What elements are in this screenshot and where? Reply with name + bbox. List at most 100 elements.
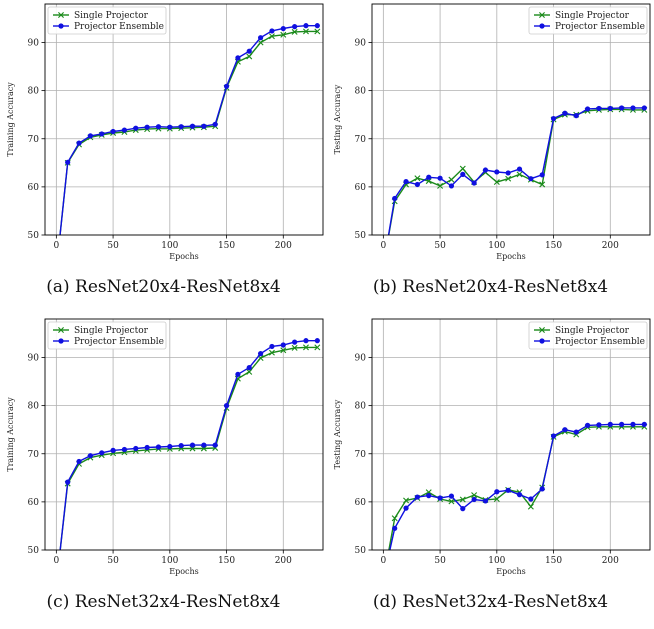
data-point-single-projector <box>314 344 321 351</box>
data-point-single-projector <box>505 175 512 182</box>
legend-marker-x <box>58 327 64 333</box>
data-point-projector-ensemble <box>292 24 298 30</box>
data-point-projector-ensemble <box>303 338 309 344</box>
data-point-projector-ensemble <box>280 25 286 32</box>
data-point-projector-ensemble <box>539 172 545 178</box>
data-point-projector-ensemble <box>178 124 184 130</box>
series-line-projector-ensemble <box>387 107 645 235</box>
data-point-projector-ensemble <box>584 422 591 428</box>
series-line-projector-ensemble <box>59 25 318 235</box>
plot-area <box>388 421 648 550</box>
data-point-projector-ensemble <box>76 458 82 465</box>
x-tick-label: 100 <box>488 556 505 566</box>
plot-frame <box>371 318 651 551</box>
y-tick-label: 80 <box>355 87 367 97</box>
data-point-projector-ensemble <box>110 447 116 453</box>
data-point-projector-ensemble <box>437 175 443 181</box>
y-tick-label: 50 <box>28 546 40 556</box>
chart-caption-d: (d) ResNet32x4-ResNet8x4 <box>372 592 609 612</box>
data-point-single-projector <box>314 28 321 35</box>
legend-box <box>528 321 648 350</box>
x-tick-label: 200 <box>602 556 619 566</box>
data-point-projector-ensemble <box>630 421 636 427</box>
chart-svg-a: 0 50 100 150 200 50 60 70 80 90 Epochs Training Acc… <box>6 3 324 261</box>
y-tick-label: 80 <box>355 402 367 412</box>
data-point-projector-ensemble <box>528 496 534 502</box>
data-point-projector-ensemble <box>619 105 625 111</box>
x-tick-label: 100 <box>161 241 178 251</box>
data-point-projector-ensemble <box>246 365 252 371</box>
y-tick-label: 50 <box>355 546 367 556</box>
chart-caption-a: (a) ResNet20x4-ResNet8x4 <box>46 277 281 297</box>
data-point-projector-ensemble <box>133 125 139 131</box>
data-point-projector-ensemble <box>110 128 116 135</box>
data-point-projector-ensemble <box>201 123 207 129</box>
y-tick-label: 90 <box>28 354 40 364</box>
legend-label: Projector Ensemble <box>555 22 645 32</box>
legend-label: Single Projector <box>555 326 630 336</box>
y-tick-label: 50 <box>28 231 40 241</box>
data-point-projector-ensemble <box>607 421 613 427</box>
chart-svg-b: 0 50 100 150 200 50 60 70 80 90 Epochs Testing Accu… <box>333 3 651 261</box>
data-point-projector-ensemble <box>189 442 196 448</box>
x-axis-label: Epochs <box>496 567 526 576</box>
data-point-single-projector <box>268 33 275 40</box>
x-tick-label: 50 <box>107 556 119 566</box>
data-point-projector-ensemble <box>257 35 264 41</box>
data-point-single-projector <box>280 31 287 38</box>
plot-frame <box>371 3 651 236</box>
y-axis-label: Testing Accuracy <box>333 399 342 469</box>
data-point-single-projector <box>246 368 253 375</box>
data-point-projector-ensemble <box>482 167 489 173</box>
x-tick-label: 150 <box>218 241 235 251</box>
data-point-projector-ensemble <box>87 453 93 459</box>
data-point-projector-ensemble <box>630 105 636 111</box>
series-line-single-projector <box>388 426 645 550</box>
plot-area <box>59 338 321 550</box>
chart-panel-b: 0 50 100 150 200 50 60 70 80 90 Epochs Testing Accu… <box>327 0 654 314</box>
legend-label: Single Projector <box>74 326 149 336</box>
x-tick-label: 0 <box>380 241 386 251</box>
data-point-projector-ensemble <box>414 494 420 500</box>
legend-box <box>528 6 648 35</box>
data-point-projector-ensemble <box>550 433 557 439</box>
legend-marker-dot <box>58 23 64 29</box>
y-axis-label: Testing Accuracy <box>333 84 342 154</box>
chart-panel-c: 0 50 100 150 200 50 60 70 80 90 Epochs Training Acc… <box>0 315 327 629</box>
data-point-projector-ensemble <box>314 23 320 29</box>
data-point-single-projector <box>403 497 410 504</box>
data-point-projector-ensemble <box>178 442 184 449</box>
data-point-projector-ensemble <box>573 113 579 119</box>
y-axis-label: Training Accuracy <box>6 82 15 157</box>
series-line-single-projector <box>59 30 318 235</box>
data-point-single-projector <box>268 349 275 356</box>
x-axis-label: Epochs <box>169 567 199 576</box>
legend-marker-dot <box>58 338 64 344</box>
chart-svg-d: 0 50 100 150 200 50 60 70 80 90 Epochs Testing Accu… <box>333 318 651 576</box>
y-tick-label: 70 <box>28 135 40 145</box>
data-point-projector-ensemble <box>201 442 207 448</box>
legend-label: Single Projector <box>74 11 149 21</box>
data-point-projector-ensemble <box>121 446 128 453</box>
data-point-projector-ensemble <box>314 338 320 344</box>
data-point-projector-ensemble <box>223 403 230 409</box>
data-point-projector-ensemble <box>167 443 173 450</box>
data-point-projector-ensemble <box>87 133 93 139</box>
y-tick-label: 90 <box>28 39 40 49</box>
data-point-projector-ensemble <box>189 123 196 129</box>
data-point-single-projector <box>302 28 309 35</box>
data-point-projector-ensemble <box>460 171 466 177</box>
y-tick-label: 90 <box>355 39 367 49</box>
data-point-single-projector <box>391 515 398 522</box>
y-tick-label: 80 <box>28 402 40 412</box>
data-point-projector-ensemble <box>269 343 275 350</box>
data-point-projector-ensemble <box>292 339 298 345</box>
data-point-projector-ensemble <box>155 124 162 130</box>
data-point-projector-ensemble <box>99 131 105 137</box>
data-point-single-projector <box>291 344 298 351</box>
data-point-single-projector <box>459 496 466 503</box>
data-point-projector-ensemble <box>641 105 647 111</box>
data-point-single-projector <box>459 165 466 172</box>
data-point-projector-ensemble <box>596 105 602 112</box>
data-point-single-projector <box>280 347 287 354</box>
